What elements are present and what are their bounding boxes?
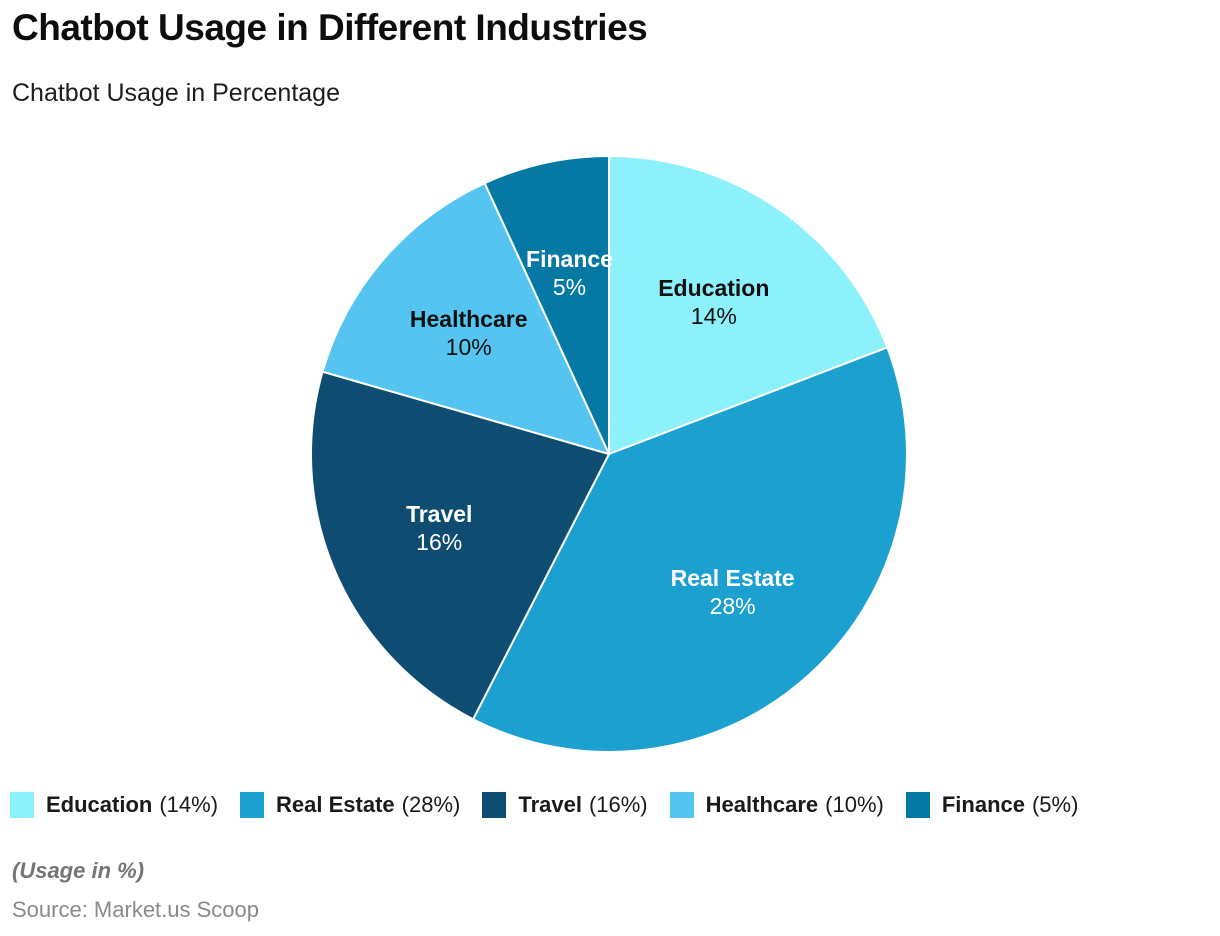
pie-slice-real-estate — [472, 346, 908, 753]
legend-label: Education — [46, 792, 153, 817]
pie-slice-travel — [310, 370, 610, 721]
legend-item-healthcare: Healthcare (10%) — [669, 792, 884, 818]
pie-slice-label-travel: Travel 16% — [406, 500, 473, 556]
legend-value: (5%) — [1031, 792, 1079, 817]
slice-name: Travel — [405, 500, 473, 527]
legend-value: (16%) — [588, 792, 648, 817]
slice-percentage: 16% — [416, 528, 463, 555]
pie-slice-label-healthcare: Healthcare 10% — [410, 305, 528, 361]
chart-title: Chatbot Usage in Different Industries — [12, 7, 648, 48]
source-credit: Source: Market.us Scoop — [12, 897, 260, 922]
legend-label: Travel — [518, 792, 582, 817]
pie-svg — [310, 155, 908, 753]
legend-value: (14%) — [159, 792, 219, 817]
legend-swatch-real-estate — [240, 792, 265, 818]
legend-label: Finance — [941, 792, 1025, 817]
pie-slice-education — [608, 155, 889, 455]
legend-swatch-travel — [482, 792, 507, 818]
legend-value: (28%) — [401, 792, 461, 817]
legend-item-real-estate: Real Estate (28%) — [240, 792, 460, 818]
legend-label: Real Estate — [276, 792, 395, 817]
slice-name: Education — [658, 274, 770, 301]
pie-slice-healthcare — [321, 182, 610, 455]
pie-slice-label-real-estate: Real Estate 28% — [671, 564, 795, 620]
slice-name: Healthcare — [409, 306, 528, 333]
slice-percentage: 10% — [445, 334, 492, 361]
slice-percentage: 14% — [690, 302, 737, 329]
pie-slice-label-finance: Finance 5% — [526, 245, 613, 301]
unit-note: (Usage in %) — [12, 858, 145, 883]
legend-item-education: Education (14%) — [10, 792, 218, 818]
pie-chart: Education 14% Real Estate 28% Travel 16%… — [310, 155, 908, 753]
legend-swatch-healthcare — [669, 792, 694, 818]
legend-item-travel: Travel (16%) — [482, 792, 648, 818]
slice-name: Real Estate — [670, 564, 795, 591]
pie-slice-finance — [483, 155, 610, 455]
pie-slice-label-education: Education 14% — [658, 274, 769, 330]
slice-percentage: 28% — [709, 592, 756, 619]
legend-value: (10%) — [825, 792, 884, 817]
legend-swatch-finance — [905, 792, 930, 818]
chart-subtitle: Chatbot Usage in Percentage — [12, 79, 340, 107]
legend-swatch-education — [10, 792, 34, 818]
slice-name: Finance — [526, 246, 613, 273]
legend-label: Healthcare — [705, 792, 819, 817]
legend-item-finance: Finance (5%) — [905, 792, 1079, 818]
legend: Education (14%) Real Estate (28%) Travel… — [10, 792, 1078, 818]
slice-percentage: 5% — [552, 274, 587, 301]
